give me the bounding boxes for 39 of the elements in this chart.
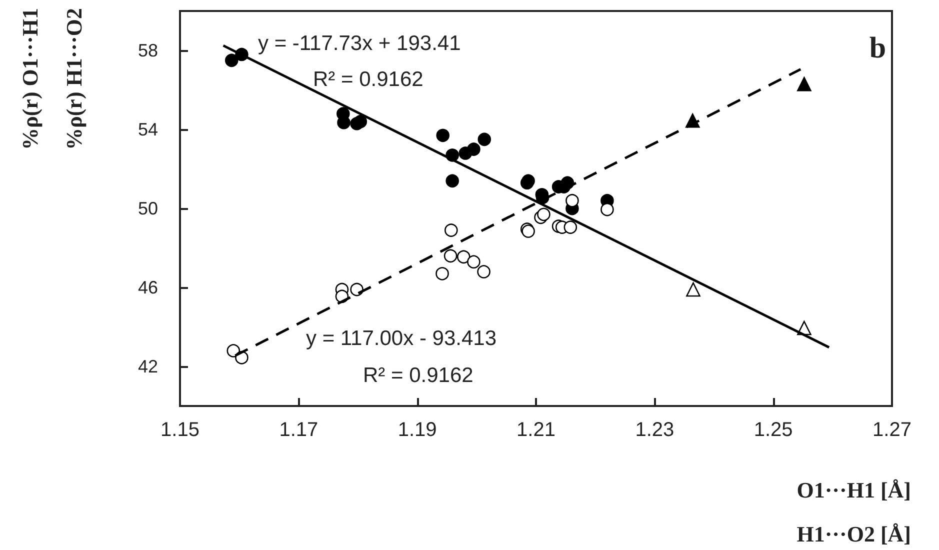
point	[436, 267, 449, 280]
point	[797, 76, 812, 92]
point	[477, 265, 490, 278]
point	[564, 220, 578, 234]
y-tick-label: 58	[138, 40, 158, 60]
point	[444, 249, 458, 263]
annotation: R² = 0.9162	[363, 364, 474, 387]
point	[456, 250, 470, 264]
x-axis-title: O1···H1 [Å] H1···O2 [Å]	[796, 478, 912, 546]
point	[467, 142, 480, 156]
y-tick-label: 42	[138, 356, 158, 376]
point	[686, 282, 700, 297]
point	[444, 224, 458, 237]
y-axis-title: %ρ(r) O1···H1 %ρ(r) H1···O2	[18, 8, 86, 150]
point	[354, 114, 368, 128]
x-tick-label: 1.17	[279, 419, 318, 441]
x-tick-label: 1.27	[872, 419, 912, 441]
point	[537, 208, 550, 222]
point	[337, 116, 350, 130]
y-tick-label: 50	[138, 198, 158, 218]
point	[226, 344, 240, 358]
annotation: y = 117.00x - 93.413	[306, 327, 496, 350]
annotation: b	[869, 32, 886, 64]
point	[600, 202, 614, 216]
y-tick-label: 46	[138, 278, 158, 298]
y-tick-label: 54	[138, 120, 158, 140]
point	[446, 174, 459, 188]
x-tick-label: 1.21	[516, 419, 556, 441]
annotation: R² = 0.9162	[313, 68, 424, 91]
point	[566, 194, 579, 208]
annotation: y = -117.73x + 193.41	[258, 32, 461, 55]
x-tick-label: 1.23	[635, 419, 674, 441]
x-tick-label: 1.19	[398, 419, 437, 441]
x-tick-label: 1.15	[160, 419, 200, 441]
point	[467, 255, 480, 268]
point	[224, 54, 238, 68]
x-tick-label: 1.25	[754, 419, 793, 441]
point	[478, 132, 492, 146]
point	[436, 128, 450, 142]
